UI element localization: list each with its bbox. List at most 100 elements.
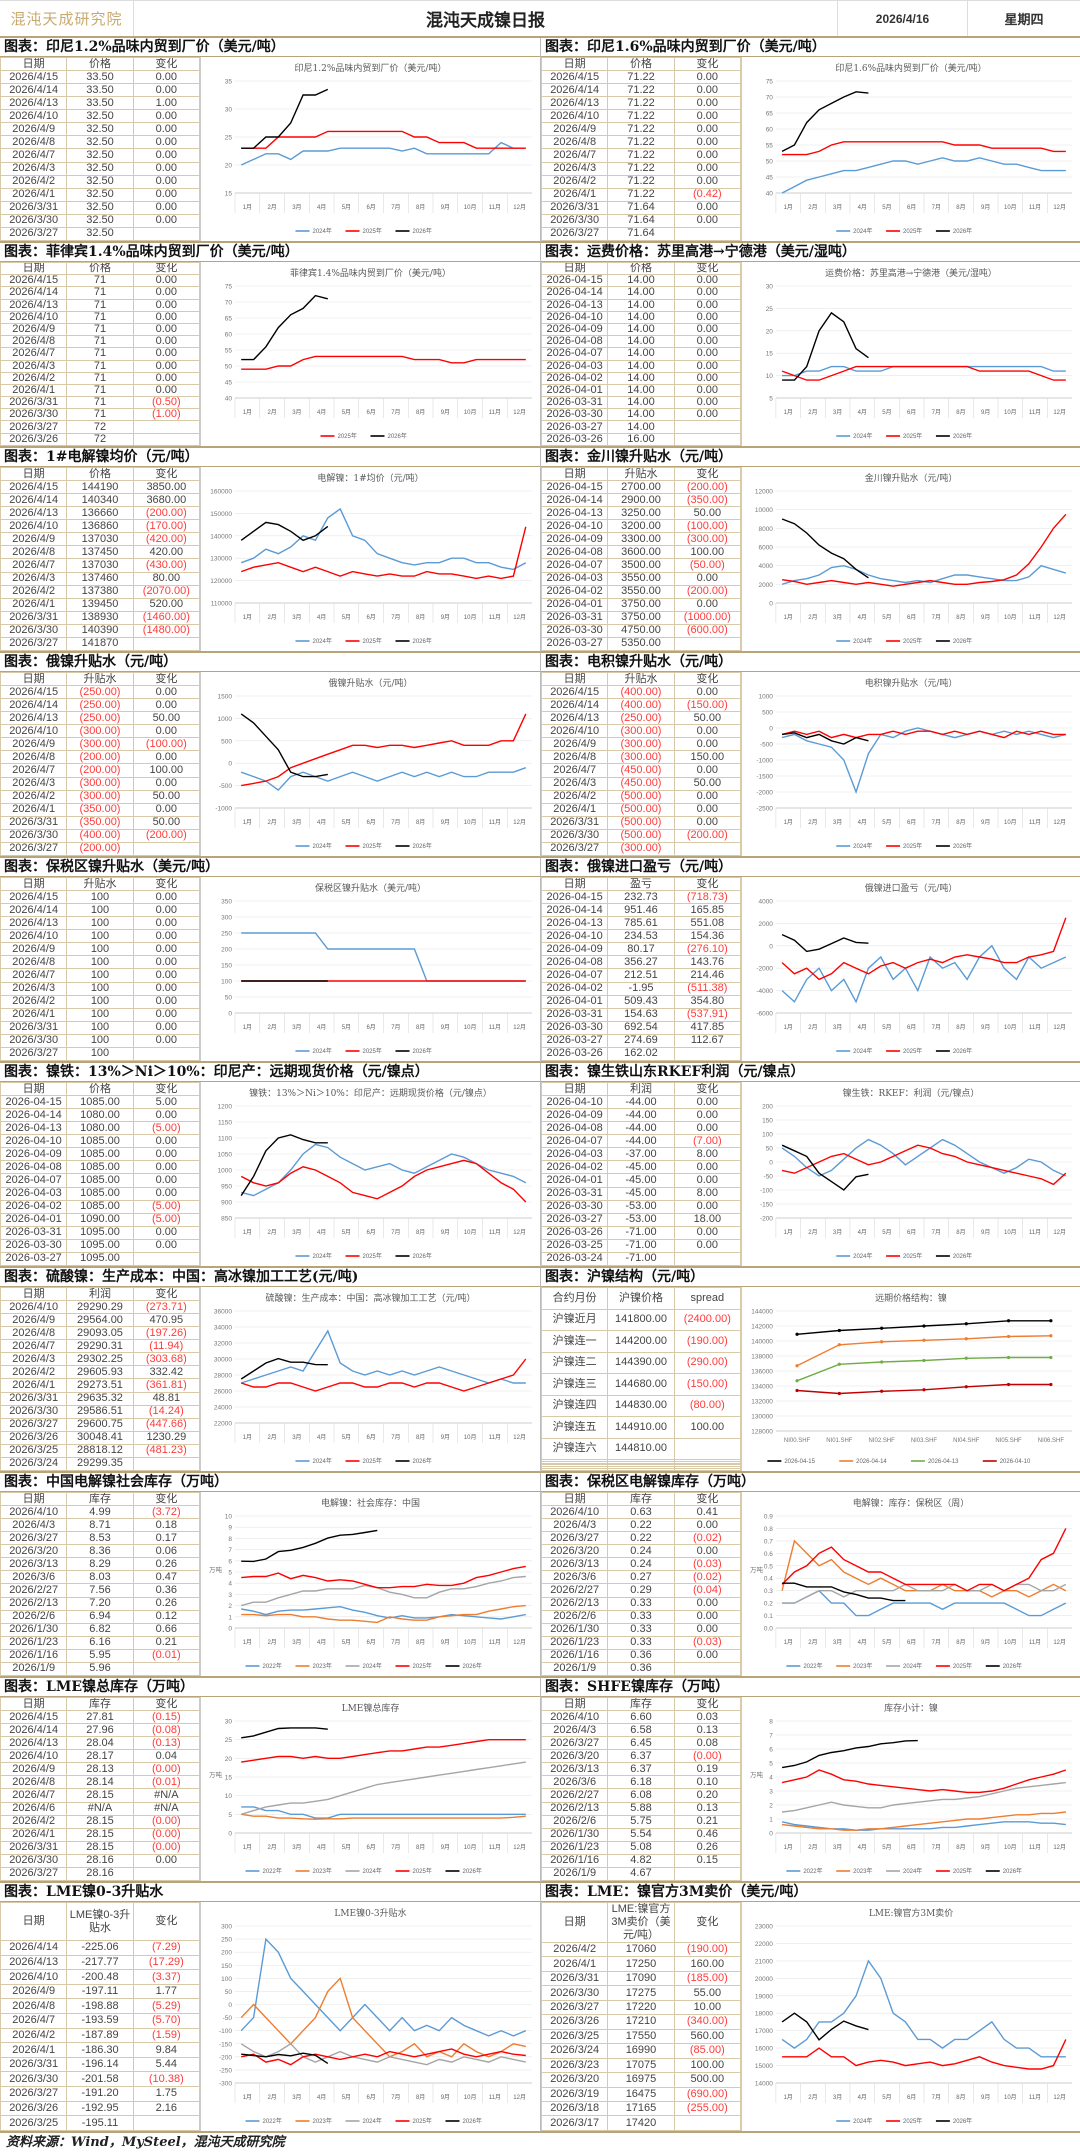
table-row: 2026-04-03 14.00 0.00 [541,359,742,373]
table-cell: 2026/3/27 [0,1866,68,1881]
table-row: 2026/3/30 32.50 0.00 [0,213,201,228]
table-row: 2026/3/26 30048.41 1230.29 [0,1430,201,1445]
table-row: 2026/4/1 71 0.00 [0,383,201,398]
table-cell: 2026-04-10 [541,929,609,944]
panel-body: 合约月份 沪镍价格 spread 沪镍近月 141800.00 (2400.00) 沪镍连一… [541,1287,1080,1471]
table-cell: 2026/1/9 [0,1661,68,1676]
chart-title: 镍铁：13%＞Ni＞10%：印尼产：远期现货价格（元/镍点） [249,1087,492,1099]
x-month-label: 8月 [416,819,425,826]
table-cell: 71.22 [607,135,675,150]
x-month-label: 5月 [882,204,891,211]
x-month-label: 11月 [489,1434,501,1441]
table-row: 沪镍连二 144390.00 (290.00) [541,1351,742,1375]
table-cell: 2026-04-02 [541,981,609,996]
series-line-2023年 [782,1811,1066,1831]
table-cell: 100 [66,916,134,931]
table-cell: 2026-04-07 [541,347,609,361]
table-cell: -44.00 [607,1134,675,1149]
table-header-row: 日期 利润 变化 [0,1286,201,1302]
table-header-row: 日期 升贴水 变化 [541,671,742,687]
data-point [1049,1319,1053,1323]
x-month-label: 1月 [784,1639,793,1646]
x-month-label: 8月 [956,614,965,621]
x-month-label: 2月 [808,819,817,826]
panel-16: 图表：LME镍总库存（万吨） 日期 库存 变化 2026/4/15 27.81 (0.15)… [0,1678,540,1883]
x-month-label: 2月 [267,409,276,416]
data-table: 日期 库存 变化 2026/4/10 4.99 (3.72) 2026/4/3 8.71 0.1… [0,1491,201,1676]
table-cell: 2026/4/3 [0,571,68,586]
x-month-label: 2月 [267,2094,276,2101]
chart-svg: LME镍0-3升贴水-300-250-200-150-100-500501001… [219,1907,532,2125]
data-table: 日期 价格 变化 2026/4/15 71.22 0.00 2026/4/14 71.22 0.… [541,56,742,241]
table-cell: 2026/4/2 [0,994,68,1009]
series-line-2026年 [781,91,869,153]
x-month-label: 1月 [243,1229,252,1236]
table-cell: 140390 [66,623,134,638]
table-row: 2026/3/26 -192.95 2.16 [0,2100,201,2117]
table-cell: 32.50 [66,213,134,228]
table-cell: (450.00) [607,763,675,778]
y-tick-label: 20 [766,328,774,335]
table-row: 2026/4/13 33.50 1.00 [0,96,201,111]
series-line-2025年 [241,2048,526,2066]
table-row: 2026-03-26 16.00 [541,432,742,446]
column-header: 价格 [66,1081,134,1097]
x-month-label: 6月 [366,1434,375,1441]
chart-title: 硫酸镍：生产成本：中国：高冰镍加工工艺（元/吨） [265,1292,475,1304]
panel-body: 日期 升贴水 变化 2026/4/15 (400.00) 0.00 2026/4/14 (40… [541,671,1080,856]
x-month-label: 3月 [292,614,301,621]
series-line-2024年 [781,727,1067,795]
x-month-label: 2月 [267,819,276,826]
table-cell: 0.00 [132,1033,201,1048]
table-cell: 2026/3/13 [541,1762,609,1777]
column-header: 价格 [607,261,675,276]
table-cell: 71.64 [607,200,675,215]
table-cell: (0.02) [673,1570,742,1585]
table-row: 2026-04-07 3500.00 (50.00) [541,558,742,573]
column-header: 日期 [0,261,68,276]
table-cell: 2026/1/23 [541,1840,609,1855]
table-cell: 2026/4/15 [0,70,68,85]
table-cell: 0.00 [673,347,742,361]
y-tick-label: -6000 [756,1010,773,1017]
x-month-label: 1月 [784,204,793,211]
table-row: 2026-03-27 14.00 [541,420,742,434]
report-weekday: 星期四 [967,1,1080,36]
y-tick-label: 26000 [214,1389,232,1396]
table-cell: 100 [66,942,134,957]
table-cell: 2026/1/23 [541,1635,609,1650]
table-row: 2026/4/3 29302.25 (303.68) [0,1352,201,1367]
table-cell: 0.22 [607,1518,675,1533]
table-cell: (420.00) [132,532,201,547]
table-cell: 0.00 [132,1020,201,1035]
table-row: 2026/3/30 -201.58 (10.38) [0,2071,201,2088]
x-month-label: 11月 [1029,614,1041,621]
table-cell: 0.18 [132,1518,201,1533]
table-cell: 2026/4/10 [541,724,609,739]
table-row: 2026-04-01 509.43 354.80 [541,994,742,1009]
x-month-label: 6月 [366,1844,375,1851]
table-row: 2026/4/13 (250.00) 50.00 [541,711,742,726]
data-point [880,1389,884,1393]
table-cell: (0.08) [132,1723,201,1738]
table-cell: 沪镍连六 [541,1437,609,1461]
panel-17: 图表：SHFE镍库存（万吨） 日期 库存 变化 2026/4/10 6.60 0.03 202… [540,1678,1080,1883]
table-cell: (200.00) [66,750,134,765]
x-month-label: 3月 [292,1434,301,1441]
table-row: 2026/4/2 32.50 0.00 [0,174,201,189]
table-cell: 2026/3/25 [0,1443,68,1458]
x-month-label: 6月 [366,1229,375,1236]
table-cell: 0.00 [673,1609,742,1624]
table-cell: 100 [66,929,134,944]
table-cell: (190.00) [673,1330,742,1353]
table-cell: 2026/4/1 [541,802,609,817]
table-cell: 0.00 [673,274,742,288]
table-cell: 0.00 [132,776,201,791]
data-table: 日期 利润 变化 2026/4/10 29290.29 (273.71) 2026/4/9 2… [0,1286,201,1471]
table-cell: 0.00 [673,122,742,137]
panel-body: 日期 LME镍0-3升贴水 变化 2026/4/14 -225.06 (7.29) 2026… [0,1902,540,2131]
table-row: 2026/3/13 8.29 0.26 [0,1557,201,1572]
x-month-label: 5月 [882,409,891,416]
y-tick-label: 150 [221,963,232,970]
table-cell: 509.43 [607,994,675,1009]
